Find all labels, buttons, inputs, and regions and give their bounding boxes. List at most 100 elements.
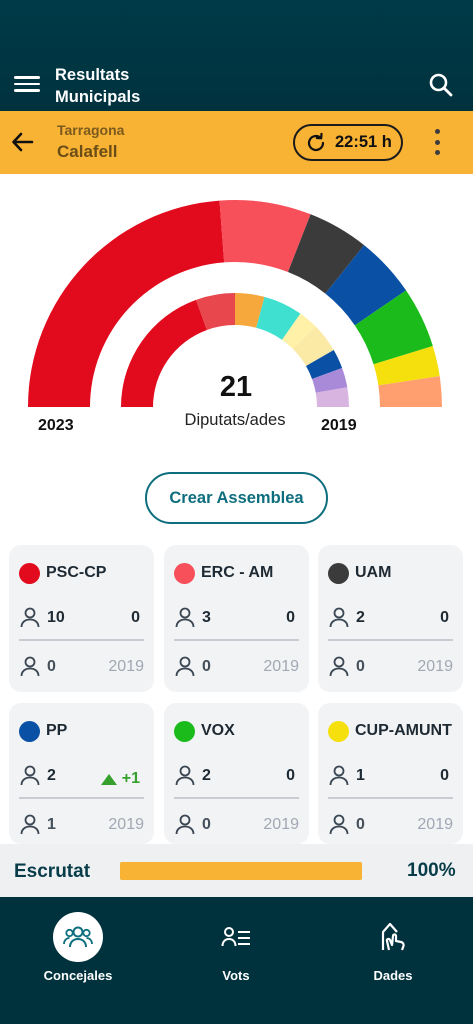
inner-slice-0 — [121, 299, 207, 407]
party-prev-year: 2019 — [108, 658, 144, 675]
hamburger-menu-icon[interactable] — [14, 72, 40, 96]
tab-concejales[interactable]: Concejales — [8, 897, 148, 1007]
seat-change-up: +1 — [100, 770, 140, 788]
inner-ring-2019 — [121, 293, 349, 407]
party-seats: 2 — [202, 767, 211, 784]
party-prev-year: 2019 — [263, 816, 299, 833]
outer-ring-2023 — [28, 200, 442, 407]
party-name: PP — [46, 722, 68, 739]
app-title: Resultats Municipals — [55, 64, 140, 108]
more-options-icon[interactable] — [428, 126, 446, 158]
scrutiny-progress-fill — [120, 862, 362, 880]
person-icon — [328, 764, 350, 786]
party-name: ERC - AM — [201, 564, 274, 581]
party-color-dot — [19, 721, 40, 742]
card-divider — [19, 797, 144, 799]
card-divider — [174, 639, 299, 641]
tab-dades-label: Dades — [373, 968, 413, 983]
person-icon — [19, 655, 41, 677]
inner-slice-5 — [292, 326, 334, 366]
outer-slice-6 — [378, 376, 442, 407]
party-card[interactable]: UAM 2 0 0 2019 — [318, 545, 463, 692]
tab-dades[interactable]: Dades — [323, 897, 463, 1007]
party-card[interactable]: ERC - AM 3 0 0 2019 — [164, 545, 309, 692]
party-seats: 2 — [47, 767, 56, 784]
seat-change: 0 — [131, 609, 140, 626]
party-seats: 1 — [356, 767, 365, 784]
party-card[interactable]: VOX 2 0 0 2019 — [164, 703, 309, 844]
inner-slice-2 — [235, 293, 265, 328]
arrow-up-icon — [100, 773, 117, 785]
party-name: VOX — [201, 722, 235, 739]
party-prev-seats: 0 — [356, 658, 365, 675]
party-color-dot — [174, 721, 195, 742]
location-city: Calafell — [57, 142, 118, 161]
party-color-dot — [174, 563, 195, 584]
person-icon — [174, 764, 196, 786]
outer-slice-5 — [373, 345, 440, 386]
outer-slice-2 — [287, 214, 365, 294]
scrutiny-label: Escrutat — [14, 861, 91, 882]
party-prev-year: 2019 — [417, 658, 453, 675]
seat-change: 0 — [440, 609, 449, 626]
back-arrow-icon[interactable] — [10, 129, 36, 155]
person-icon — [328, 606, 350, 628]
party-color-dot — [19, 563, 40, 584]
seat-change: 0 — [286, 609, 295, 626]
seat-change: 0 — [440, 767, 449, 784]
person-icon — [19, 606, 41, 628]
party-card[interactable]: CUP-AMUNT 1 0 0 2019 — [318, 703, 463, 844]
vote-list-icon — [211, 912, 261, 962]
party-prev-seats: 1 — [47, 816, 56, 833]
search-icon[interactable] — [428, 72, 454, 98]
location-region: Tarragona — [57, 122, 125, 138]
refresh-time-button[interactable]: 22:51 h — [293, 124, 403, 161]
card-divider — [174, 797, 299, 799]
card-divider — [328, 797, 453, 799]
app-header — [0, 0, 473, 111]
refresh-icon — [307, 132, 325, 151]
party-prev-seats: 0 — [202, 816, 211, 833]
person-icon — [174, 655, 196, 677]
party-name: UAM — [355, 564, 392, 581]
seat-distribution-chart — [28, 200, 442, 407]
update-time: 22:51 h — [335, 133, 392, 151]
outer-slice-4 — [354, 290, 433, 365]
chart-label-2019: 2019 — [321, 417, 357, 434]
outer-slice-1 — [219, 200, 311, 273]
tab-concejales-label: Concejales — [43, 968, 113, 983]
party-prev-year: 2019 — [108, 816, 144, 833]
party-card[interactable]: PP 2 +1 1 2019 — [9, 703, 154, 844]
app-title-line2: Municipals — [55, 88, 141, 106]
tab-vots[interactable]: Vots — [166, 897, 306, 1007]
party-prev-year: 2019 — [263, 658, 299, 675]
tab-vots-label: Vots — [222, 968, 250, 983]
party-color-dot — [328, 721, 349, 742]
party-seats: 10 — [47, 609, 65, 626]
seat-change: 0 — [286, 767, 295, 784]
inner-slice-8 — [315, 387, 349, 407]
person-icon — [174, 606, 196, 628]
inner-slice-7 — [312, 368, 348, 393]
party-seats: 2 — [356, 609, 365, 626]
person-icon — [328, 655, 350, 677]
chart-label-2023: 2023 — [38, 417, 74, 434]
person-icon — [174, 813, 196, 835]
party-prev-seats: 0 — [356, 816, 365, 833]
inner-slice-1 — [196, 293, 235, 330]
people-group-icon — [53, 912, 103, 962]
card-divider — [19, 639, 144, 641]
party-card[interactable]: PSC-CP 10 0 0 2019 — [9, 545, 154, 692]
party-prev-year: 2019 — [417, 816, 453, 833]
inner-slice-6 — [306, 350, 343, 379]
data-hand-icon — [368, 912, 418, 962]
create-assembly-button[interactable]: Crear Assemblea — [145, 472, 328, 524]
outer-slice-0 — [28, 200, 225, 407]
person-icon — [19, 813, 41, 835]
party-seats: 3 — [202, 609, 211, 626]
inner-slice-4 — [282, 313, 316, 350]
person-icon — [19, 764, 41, 786]
person-icon — [328, 813, 350, 835]
party-name: PSC-CP — [46, 564, 107, 581]
outer-slice-3 — [325, 245, 407, 326]
